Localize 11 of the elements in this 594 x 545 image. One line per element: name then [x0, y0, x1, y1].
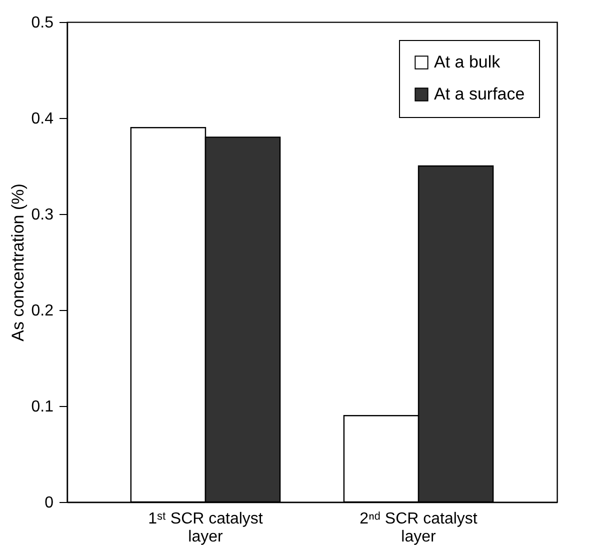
y-tick-label: 0.1: [31, 398, 54, 416]
y-axis-title: As concentration (%): [8, 184, 28, 342]
y-tick-label: 0.3: [31, 206, 54, 224]
y-tick-label: 0.2: [31, 302, 54, 320]
legend-label: At a surface: [434, 84, 525, 104]
legend-label: At a bulk: [434, 52, 501, 72]
x-tick-label: 1ˢᵗ SCR catalyst layer: [148, 510, 264, 545]
y-tick-label: 0.5: [31, 14, 54, 32]
y-tick-label: 0.4: [31, 110, 54, 128]
y-tick-label: 0: [44, 494, 54, 512]
x-tick-label: 2ⁿᵈ SCR catalyst layer: [360, 510, 478, 545]
